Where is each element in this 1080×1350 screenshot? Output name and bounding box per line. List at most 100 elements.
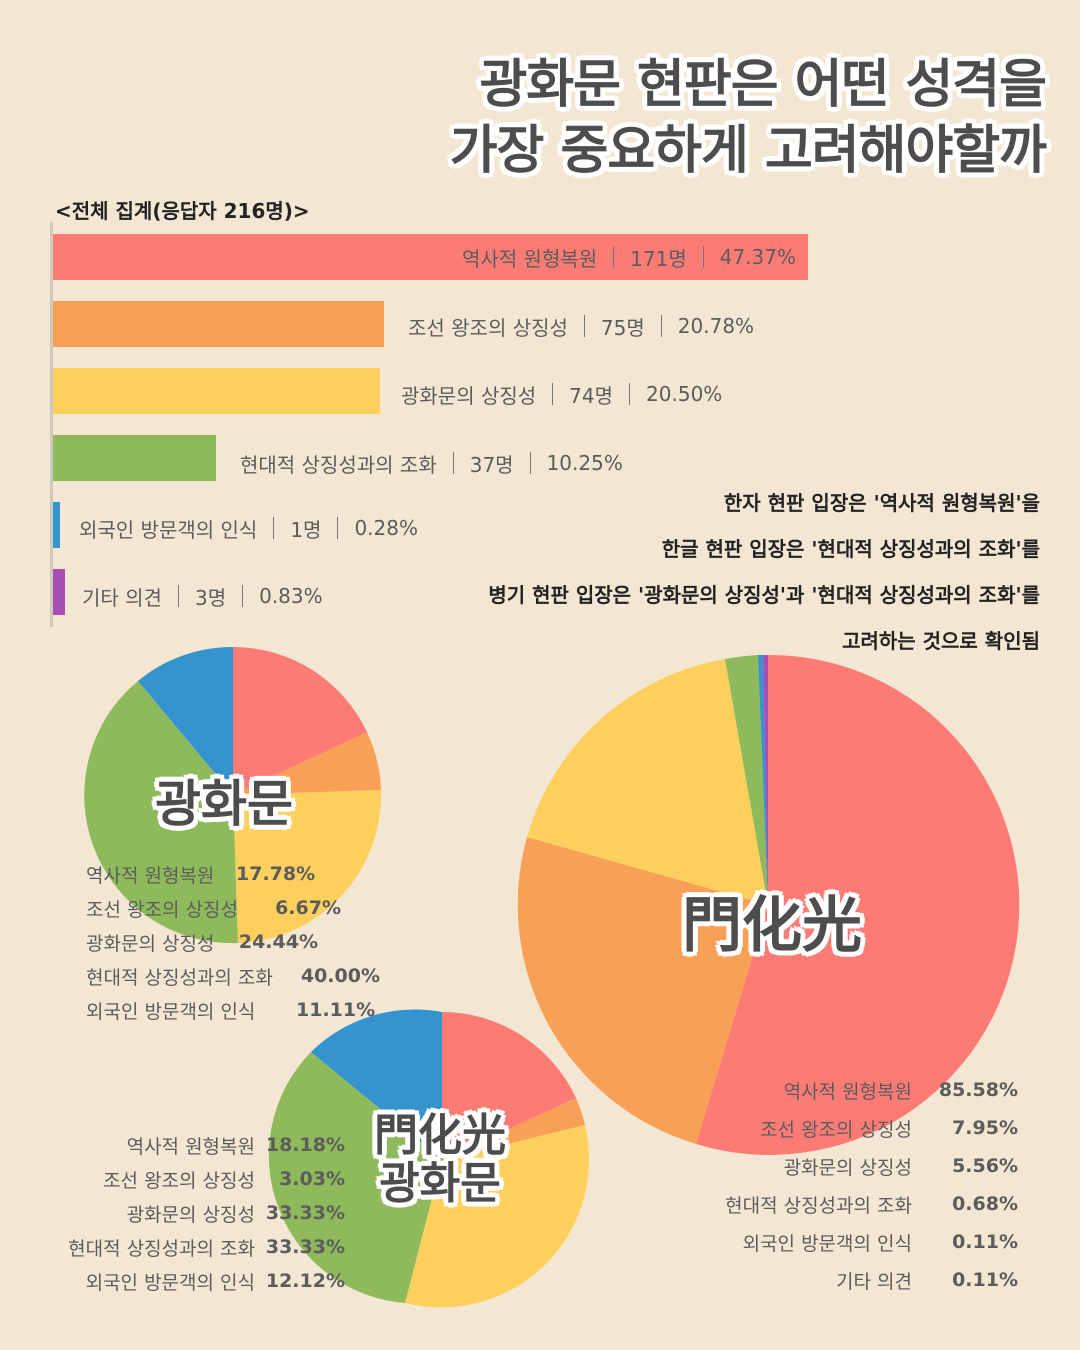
bar-percent: 20.78%: [677, 314, 755, 338]
legend-value: 33.33%: [265, 1236, 345, 1258]
legend-row: 기타 의견 0.11%: [690, 1261, 1018, 1299]
legend-value: 0.11%: [952, 1269, 1018, 1291]
legend-row: 현대적 상징성과의 조화 40.00%: [86, 959, 380, 993]
note-line-2: 한글 현판 입장은 '현대적 상징성과의 조화'를: [661, 537, 1040, 561]
legend-hangul: 역사적 원형복원 17.78% 조선 왕조의 상징성 6.67% 광화문의 상징성 2…: [86, 857, 380, 1027]
bar-count: 74명: [569, 383, 614, 408]
pie-title-both: 門化光 광화문: [374, 1112, 506, 1208]
legend-label: 기타 의견: [836, 1270, 912, 1293]
legend-row: 역사적 원형복원 18.18%: [50, 1128, 345, 1162]
bar-count: 37명: [469, 452, 514, 477]
bar-foreign-visitors: [53, 502, 60, 548]
pie-slice-gwanghwamun: [405, 1125, 590, 1308]
legend-value: 24.44%: [238, 931, 318, 953]
legend-value: 40.00%: [300, 965, 380, 987]
legend-label: 역사적 원형복원: [126, 1135, 255, 1158]
bar-category: 외국인 방문객의 인식: [79, 517, 258, 542]
legend-row: 조선 왕조의 상징성 3.03%: [50, 1162, 345, 1196]
bar-category: 광화문의 상징성: [401, 383, 537, 408]
note-line-1: 한자 현판 입장은 '역사적 원형복원'을: [723, 491, 1040, 515]
legend-row: 현대적 상징성과의 조화 0.68%: [690, 1185, 1018, 1223]
bar-category: 역사적 원형복원: [461, 246, 598, 271]
divider: [529, 452, 531, 474]
bar-label-modern-harmony: 현대적 상징성과의 조화 37명 10.25%: [240, 440, 623, 486]
legend-label: 광화문의 상징성: [783, 1156, 912, 1179]
bar-historical-restoration: [53, 234, 808, 280]
bar-percent: 0.83%: [259, 584, 323, 608]
bar-percent: 0.28%: [354, 516, 418, 540]
divider: [242, 585, 244, 607]
divider: [337, 517, 339, 539]
bar-gwanghwamun-symbolism: [53, 368, 380, 414]
legend-value: 7.95%: [952, 1117, 1018, 1139]
bar-label-joseon-symbolism: 조선 왕조의 상징성 75명 20.78%: [408, 303, 754, 349]
legend-value: 5.56%: [952, 1155, 1018, 1177]
divider: [660, 315, 662, 337]
pie-title-both-line-2: 광화문: [379, 1158, 501, 1209]
pie-slice-modern: [268, 1052, 442, 1303]
title-line-2: 가장 중요하게 고려해야할까: [449, 121, 1047, 181]
title-line-1: 광화문 현판은 어떤 성격을: [479, 55, 1047, 115]
legend-row: 조선 왕조의 상징성 7.95%: [690, 1109, 1018, 1147]
legend-value: 0.11%: [952, 1231, 1018, 1253]
legend-row: 현대적 상징성과의 조화 33.33%: [50, 1230, 345, 1264]
bar-joseon-symbolism: [53, 301, 384, 347]
legend-row: 조선 왕조의 상징성 6.67%: [86, 891, 380, 925]
legend-row: 외국인 방문객의 인식 11.11%: [86, 993, 380, 1027]
pie-slice-joseon: [233, 732, 381, 795]
legend-label: 현대적 상징성과의 조화: [86, 966, 273, 989]
bar-label-gwanghwamun-symbolism: 광화문의 상징성 74명 20.50%: [401, 371, 722, 417]
legend-value: 11.11%: [296, 999, 376, 1021]
pie-slice-gwanghwamun: [233, 790, 382, 943]
legend-label: 외국인 방문객의 인식: [85, 1271, 255, 1294]
summary-note: 한자 현판 입장은 '역사적 원형복원'을 한글 현판 입장은 '현대적 상징성…: [488, 480, 1040, 664]
pie-title-hangul: 광화문: [155, 775, 293, 833]
legend-label: 현대적 상징성과의 조화: [725, 1194, 912, 1217]
legend-value: 0.68%: [952, 1193, 1018, 1215]
pie-slice-foreign: [758, 654, 768, 905]
bar-category: 기타 의견: [82, 585, 162, 610]
page-title: 광화문 현판은 어떤 성격을 가장 중요하게 고려해야할까: [449, 52, 1047, 184]
divider: [452, 452, 454, 474]
legend-value: 12.12%: [265, 1270, 345, 1292]
pie-title-hanja: 門化光: [682, 891, 862, 961]
bar-label-other-opinion: 기타 의견 3명 0.83%: [82, 573, 323, 619]
pie-slice-historical: [696, 654, 1020, 1155]
pie-slice-other: [763, 654, 768, 905]
bar-chart-subtitle: <전체 집계(응답자 216명)>: [55, 199, 310, 223]
bar-category: 조선 왕조의 상징성: [408, 315, 568, 340]
legend-value: 17.78%: [236, 863, 316, 885]
bar-chart-axis: [50, 222, 53, 627]
legend-row: 외국인 방문객의 인식 12.12%: [50, 1264, 345, 1298]
bar-label-historical-restoration: 역사적 원형복원 171명 47.37%: [462, 234, 796, 280]
divider: [552, 383, 554, 405]
divider: [613, 246, 615, 268]
legend-label: 역사적 원형복원: [783, 1080, 912, 1103]
legend-both: 역사적 원형복원 18.18% 조선 왕조의 상징성 3.03% 광화문의 상징성 3…: [50, 1128, 345, 1298]
pie-title-both-line-1: 門化光: [374, 1110, 506, 1161]
bar-percent: 47.37%: [719, 245, 796, 269]
pie-slice-joseon: [517, 837, 768, 1144]
bar-percent: 20.50%: [646, 382, 723, 406]
bar-percent: 10.25%: [546, 451, 623, 475]
legend-row: 광화문의 상징성 5.56%: [690, 1147, 1018, 1185]
bar-other-opinion: [53, 569, 65, 615]
legend-value: 85.58%: [938, 1079, 1018, 1101]
pie-slice-foreign: [311, 1009, 442, 1160]
pie-slice-foreign: [138, 646, 233, 795]
pie-slice-modern: [725, 655, 768, 905]
legend-value: 6.67%: [275, 897, 341, 919]
legend-label: 조선 왕조의 상징성: [86, 898, 238, 921]
legend-label: 조선 왕조의 상징성: [103, 1169, 255, 1192]
bar-count: 75명: [600, 315, 645, 340]
bar-modern-harmony: [53, 435, 216, 481]
pie-slice-historical: [233, 647, 367, 795]
divider: [629, 383, 631, 405]
pie-slice-gwanghwamun: [527, 659, 768, 905]
bar-count: 1명: [290, 517, 322, 542]
legend-value: 33.33%: [265, 1202, 345, 1224]
bar-count: 3명: [194, 585, 227, 610]
legend-label: 현대적 상징성과의 조화: [68, 1237, 255, 1260]
pie-slice-historical: [442, 1012, 576, 1160]
